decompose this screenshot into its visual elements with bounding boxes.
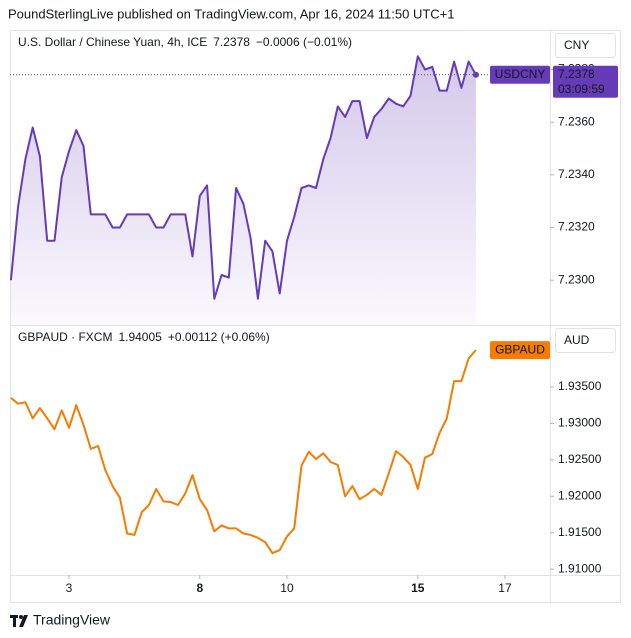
brand-name[interactable]: TradingView	[33, 612, 111, 628]
y-tick-label: 1.93000	[558, 416, 602, 430]
pane-title: U.S. Dollar / Chinese Yuan, 4h, ICE	[18, 35, 207, 49]
y-tick-label: 7.2360	[558, 114, 595, 128]
change: +0.00112 (+0.06%)	[168, 330, 270, 344]
brand-logo	[10, 615, 28, 627]
y-tick-label: 7.2340	[558, 167, 595, 181]
x-tick-label: 15	[411, 581, 425, 595]
published-line: PoundSterlingLive published on TradingVi…	[8, 6, 455, 21]
last-point	[472, 71, 479, 78]
chart-frame	[10, 30, 621, 603]
y-tick-label: 1.91500	[558, 525, 602, 539]
price-label	[553, 65, 618, 98]
change: −0.0006 (−0.01%)	[256, 35, 352, 49]
currency-button[interactable]	[555, 328, 616, 353]
series-tag-label: USDCNY	[495, 67, 546, 81]
area	[10, 56, 476, 326]
last-value: 7.2378	[213, 35, 250, 49]
line	[10, 349, 477, 555]
y-tick-label: 1.92000	[558, 488, 602, 502]
x-tick-label: 8	[196, 581, 203, 595]
currency-label: CNY	[564, 38, 589, 52]
series-tag	[490, 65, 550, 84]
countdown: 03:09:59	[558, 82, 605, 96]
y-tick-label: 1.91000	[558, 561, 602, 575]
y-tick-label: 7.2300	[558, 272, 595, 286]
x-tick-label: 17	[498, 581, 512, 595]
x-tick-label: 10	[280, 581, 294, 595]
y-tick-label: 1.92500	[558, 452, 602, 466]
pane-title: GBPAUD · FXCM	[18, 330, 112, 344]
line	[9, 55, 477, 300]
y-tick-label: 1.93500	[558, 379, 602, 393]
y-tick-label: 7.2320	[558, 220, 595, 234]
price-label-value: 7.2378	[558, 67, 595, 81]
series-tag-label: GBPAUD	[495, 342, 545, 356]
currency-button[interactable]	[555, 33, 616, 58]
currency-label: AUD	[564, 333, 590, 347]
x-tick-label: 3	[66, 581, 73, 595]
last-value: 1.94005	[118, 330, 162, 344]
series-tag	[490, 341, 550, 360]
